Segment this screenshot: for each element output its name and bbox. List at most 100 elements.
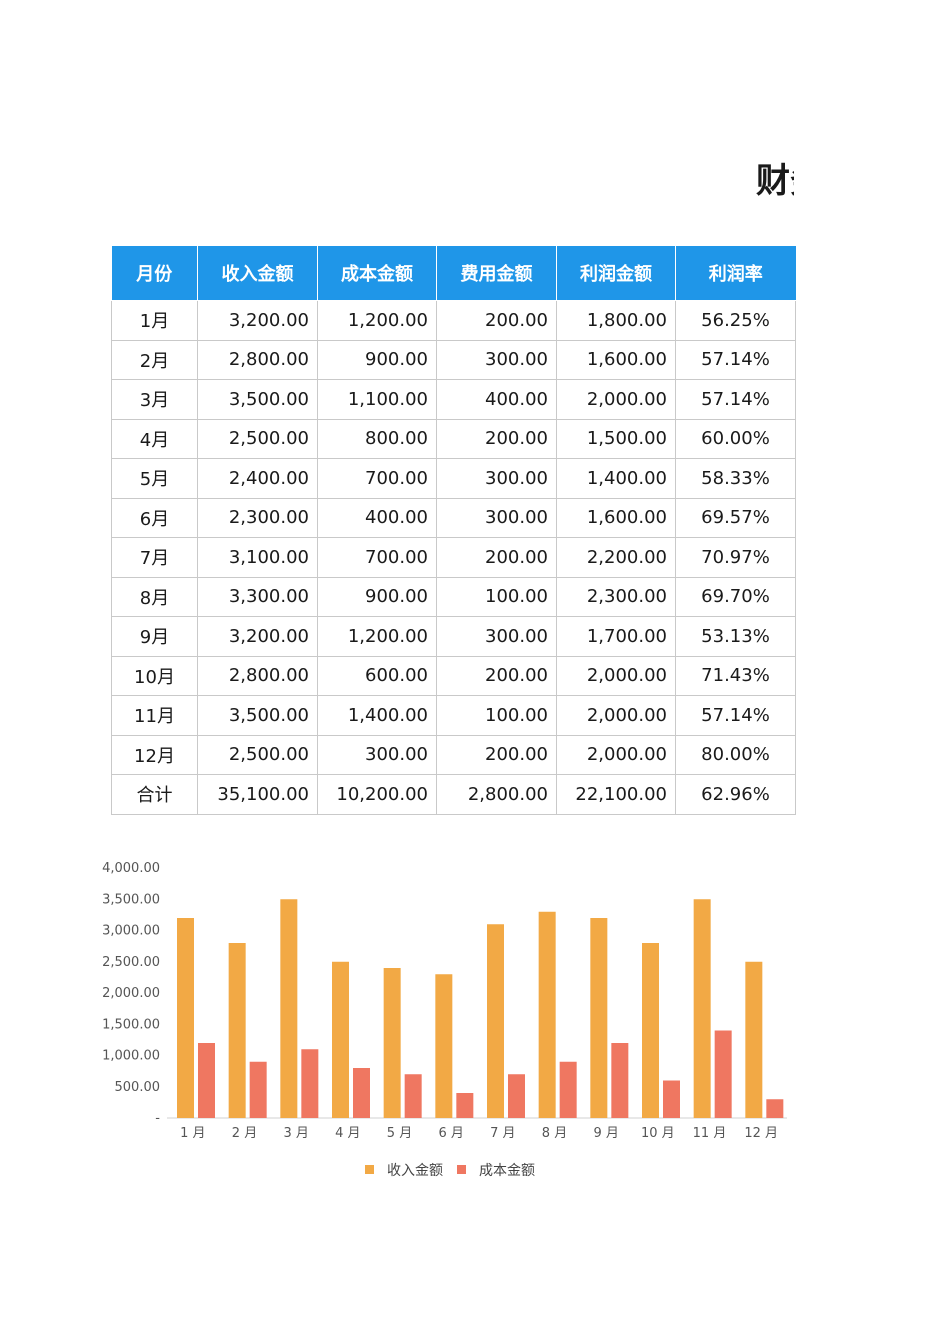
expense-cell: 200.00 <box>436 734 557 775</box>
x-tick-label: 8 月 <box>542 1126 567 1141</box>
expense-cell: 300.00 <box>436 497 557 538</box>
income-bar <box>590 918 608 1118</box>
legend-label: 收入金额 <box>387 1163 443 1179</box>
table-row: 8月 3,300.00 900.00 100.00 2,300.00 69.70% <box>111 576 796 617</box>
cost-bar <box>611 1043 629 1118</box>
cost-bar <box>353 1068 370 1118</box>
finance-table: 月份 收入金额 成本金额 费用金额 利润金额 利润率 1月 3,200.00 1,2… <box>111 246 796 815</box>
y-tick-label: 1,000.00 <box>102 1049 160 1064</box>
cost-bar <box>404 1074 422 1118</box>
cost-cell: 700.00 <box>317 537 437 578</box>
cost-bar <box>456 1093 474 1118</box>
month-cell: 12月 <box>111 734 198 775</box>
profit-rate-cell: 62.96% <box>675 774 796 815</box>
income-cost-chart: - 500.00 1,000.00 1,500.00 2,000.00 2,500.00 3… <box>95 850 795 1190</box>
table-row: 9月 3,200.00 1,200.00 300.00 1,700.00 53.13% <box>111 616 796 657</box>
expense-cell: 2,800.00 <box>436 774 557 815</box>
income-bar <box>177 918 194 1118</box>
cost-bar <box>198 1043 215 1118</box>
header-cost: 成本金额 <box>317 246 437 301</box>
profit-rate-cell: 56.25% <box>675 300 796 341</box>
income-cell: 2,300.00 <box>197 497 318 538</box>
header-income: 收入金额 <box>197 246 318 301</box>
profit-rate-cell: 60.00% <box>675 418 796 459</box>
income-cell: 2,800.00 <box>197 339 318 380</box>
profit-cell: 1,500.00 <box>556 418 676 459</box>
month-cell: 7月 <box>111 537 198 578</box>
income-cell: 3,500.00 <box>197 379 318 420</box>
cost-cell: 300.00 <box>317 734 437 775</box>
cost-cell: 600.00 <box>317 655 437 696</box>
month-cell: 6月 <box>111 497 198 538</box>
cost-bar <box>714 1030 732 1118</box>
profit-rate-cell: 57.14% <box>675 379 796 420</box>
cost-bar <box>559 1061 577 1118</box>
cost-cell: 900.00 <box>317 576 437 617</box>
cost-bar <box>249 1061 267 1118</box>
income-bar <box>332 961 349 1118</box>
expense-cell: 400.00 <box>436 379 557 420</box>
profit-cell: 2,300.00 <box>556 576 676 617</box>
x-tick-label: 9 月 <box>593 1126 618 1141</box>
profit-cell: 2,000.00 <box>556 379 676 420</box>
cost-bar <box>508 1074 525 1118</box>
x-tick-label: 5 月 <box>387 1126 412 1141</box>
profit-cell: 2,000.00 <box>556 655 676 696</box>
profit-cell: 22,100.00 <box>556 774 676 815</box>
bar-chart-svg: - 500.00 1,000.00 1,500.00 2,000.00 2,500.00 3… <box>102 861 787 1179</box>
cost-cell: 1,200.00 <box>317 616 437 657</box>
table-row: 1月 3,200.00 1,200.00 200.00 1,800.00 56.25% <box>111 300 796 341</box>
month-cell: 9月 <box>111 616 198 657</box>
y-tick-label: 2,000.00 <box>102 986 160 1001</box>
income-bar <box>435 974 453 1118</box>
month-cell: 1月 <box>111 300 198 341</box>
x-tick-label: 2 月 <box>232 1126 257 1141</box>
y-tick-label: 1,500.00 <box>102 1017 160 1032</box>
month-cell: 4月 <box>111 418 198 459</box>
header-expense: 费用金额 <box>436 246 557 301</box>
header-profit-rate: 利润率 <box>675 246 796 301</box>
profit-cell: 1,600.00 <box>556 339 676 380</box>
income-cell: 2,500.00 <box>197 418 318 459</box>
income-cell: 3,200.00 <box>197 300 318 341</box>
expense-cell: 100.00 <box>436 695 557 736</box>
month-cell: 合计 <box>111 774 198 815</box>
month-cell: 3月 <box>111 379 198 420</box>
month-cell: 11月 <box>111 695 198 736</box>
income-cell: 3,300.00 <box>197 576 318 617</box>
profit-cell: 1,800.00 <box>556 300 676 341</box>
x-tick-label: 4 月 <box>335 1126 360 1141</box>
profit-rate-cell: 69.57% <box>675 497 796 538</box>
table-row: 12月 2,500.00 300.00 200.00 2,000.00 80.00% <box>111 734 796 775</box>
total-row: 合计 35,100.00 10,200.00 2,800.00 22,100.00 62.… <box>111 774 796 815</box>
profit-rate-cell: 70.97% <box>675 537 796 578</box>
table-body: 1月 3,200.00 1,200.00 200.00 1,800.00 56.25% 2月… <box>111 300 796 815</box>
cost-cell: 900.00 <box>317 339 437 380</box>
x-tick-label: 1 月 <box>180 1126 205 1141</box>
x-tick-label: 10 月 <box>641 1126 675 1141</box>
x-tick-label: 3 月 <box>283 1126 308 1141</box>
expense-cell: 200.00 <box>436 418 557 459</box>
cost-cell: 10,200.00 <box>317 774 437 815</box>
profit-cell: 1,400.00 <box>556 458 676 499</box>
table-row: 10月 2,800.00 600.00 200.00 2,000.00 71.43% <box>111 655 796 696</box>
table-row: 4月 2,500.00 800.00 200.00 1,500.00 60.00% <box>111 418 796 459</box>
cost-cell: 700.00 <box>317 458 437 499</box>
cost-cell: 1,100.00 <box>317 379 437 420</box>
expense-cell: 200.00 <box>436 300 557 341</box>
income-cell: 2,400.00 <box>197 458 318 499</box>
income-bar <box>487 924 504 1118</box>
profit-rate-cell: 57.14% <box>675 695 796 736</box>
expense-cell: 300.00 <box>436 458 557 499</box>
income-bar <box>693 899 711 1118</box>
cost-cell: 1,400.00 <box>317 695 437 736</box>
income-bar <box>228 943 246 1118</box>
legend-swatch <box>457 1165 466 1174</box>
x-tick-label: 7 月 <box>490 1126 515 1141</box>
cost-bar <box>301 1049 319 1118</box>
income-cell: 2,800.00 <box>197 655 318 696</box>
cost-cell: 1,200.00 <box>317 300 437 341</box>
legend-swatch <box>365 1165 374 1174</box>
income-bar <box>383 968 401 1118</box>
table-row: 3月 3,500.00 1,100.00 400.00 2,000.00 57.14% <box>111 379 796 420</box>
